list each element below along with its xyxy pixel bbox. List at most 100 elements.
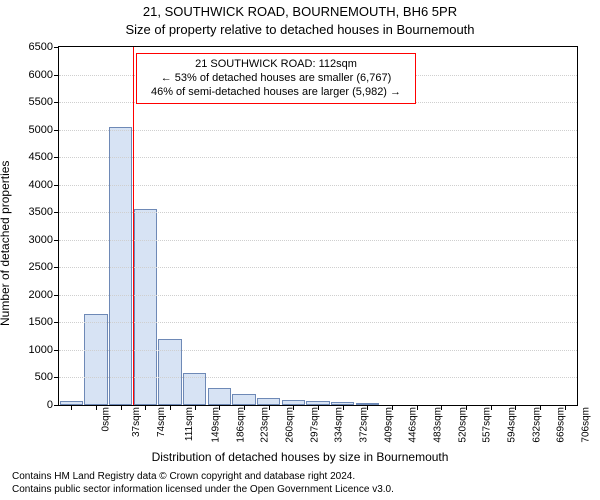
bar <box>134 209 157 405</box>
xtick-label: 483sqm <box>433 407 444 443</box>
bar <box>208 388 231 405</box>
ytick-mark <box>54 240 59 241</box>
ytick-label: 0 <box>47 399 53 411</box>
ytick-label: 1500 <box>29 316 53 328</box>
xtick-mark <box>515 405 516 410</box>
ytick-mark <box>54 295 59 296</box>
title-line2: Size of property relative to detached ho… <box>0 22 600 38</box>
ytick-mark <box>54 405 59 406</box>
ytick-label: 500 <box>35 371 53 383</box>
xtick-label: 149sqm <box>211 407 222 443</box>
gridline <box>59 130 577 131</box>
ytick-mark <box>54 185 59 186</box>
ytick-label: 5000 <box>29 124 53 136</box>
chart-container: 21, SOUTHWICK ROAD, BOURNEMOUTH, BH6 5PR… <box>0 0 600 500</box>
attribution-line1: Contains HM Land Registry data © Crown c… <box>12 471 394 484</box>
xtick-label: 260sqm <box>285 407 296 443</box>
xtick-label: 372sqm <box>359 407 370 443</box>
bar <box>232 394 255 405</box>
xtick-label: 669sqm <box>556 407 567 443</box>
ytick-mark <box>54 322 59 323</box>
xtick-mark <box>269 405 270 410</box>
xtick-mark <box>318 405 319 410</box>
xtick-label: 74sqm <box>156 407 167 437</box>
xtick-label: 409sqm <box>383 407 394 443</box>
ytick-mark <box>54 267 59 268</box>
attribution-line2: Contains public sector information licen… <box>12 484 394 497</box>
xtick-label: 632sqm <box>531 407 542 443</box>
gridline <box>59 267 577 268</box>
ytick-mark <box>54 47 59 48</box>
xtick-mark <box>244 405 245 410</box>
ytick-mark <box>54 130 59 131</box>
xtick-mark <box>540 405 541 410</box>
ytick-mark <box>54 102 59 103</box>
xtick-mark <box>441 405 442 410</box>
gridline <box>59 157 577 158</box>
xtick-mark <box>293 405 294 410</box>
xtick-label: 557sqm <box>482 407 493 443</box>
xtick-label: 446sqm <box>408 407 419 443</box>
xtick-mark <box>367 405 368 410</box>
xtick-mark <box>71 405 72 410</box>
reference-line <box>133 47 134 405</box>
xtick-label: 186sqm <box>235 407 246 443</box>
xtick-label: 297sqm <box>309 407 320 443</box>
ytick-mark <box>54 350 59 351</box>
xtick-label: 223sqm <box>260 407 271 443</box>
xtick-mark <box>565 405 566 410</box>
xtick-mark <box>145 405 146 410</box>
ytick-label: 6500 <box>29 41 53 53</box>
xtick-mark <box>96 405 97 410</box>
annotation-line: 46% of semi-detached houses are larger (… <box>145 86 407 100</box>
xtick-mark <box>195 405 196 410</box>
bar <box>84 314 107 405</box>
xtick-label: 594sqm <box>507 407 518 443</box>
xtick-mark <box>417 405 418 410</box>
xtick-label: 111sqm <box>184 407 195 441</box>
bar <box>109 127 132 405</box>
ytick-label: 1000 <box>29 344 53 356</box>
gridline <box>59 322 577 323</box>
gridline <box>59 350 577 351</box>
bar <box>257 398 280 405</box>
xtick-mark <box>343 405 344 410</box>
title-block: 21, SOUTHWICK ROAD, BOURNEMOUTH, BH6 5PR… <box>0 4 600 37</box>
bar <box>158 339 181 405</box>
xtick-label: 37sqm <box>131 407 142 437</box>
xtick-mark <box>170 405 171 410</box>
xtick-label: 706sqm <box>581 407 592 443</box>
ytick-label: 3500 <box>29 206 53 218</box>
ytick-mark <box>54 75 59 76</box>
xtick-label: 520sqm <box>457 407 468 443</box>
x-axis-label: Distribution of detached houses by size … <box>0 450 600 464</box>
y-axis-label: Number of detached properties <box>0 65 12 230</box>
ytick-mark <box>54 377 59 378</box>
xtick-label: 334sqm <box>334 407 345 443</box>
ytick-label: 6000 <box>29 69 53 81</box>
annotation-box: 21 SOUTHWICK ROAD: 112sqm← 53% of detach… <box>136 53 416 104</box>
title-line1: 21, SOUTHWICK ROAD, BOURNEMOUTH, BH6 5PR <box>0 4 600 20</box>
annotation-line: 21 SOUTHWICK ROAD: 112sqm <box>145 58 407 72</box>
ytick-label: 4500 <box>29 151 53 163</box>
plot-area: 0500100015002000250030003500400045005000… <box>58 46 578 406</box>
ytick-mark <box>54 157 59 158</box>
annotation-line: ← 53% of detached houses are smaller (6,… <box>145 72 407 86</box>
attribution: Contains HM Land Registry data © Crown c… <box>12 471 394 496</box>
ytick-label: 4000 <box>29 179 53 191</box>
gridline <box>59 377 577 378</box>
ytick-mark <box>54 212 59 213</box>
xtick-mark <box>491 405 492 410</box>
gridline <box>59 240 577 241</box>
ytick-label: 2000 <box>29 289 53 301</box>
xtick-mark <box>392 405 393 410</box>
xtick-mark <box>219 405 220 410</box>
xtick-mark <box>121 405 122 410</box>
xtick-mark <box>466 405 467 410</box>
gridline <box>59 212 577 213</box>
ytick-label: 2500 <box>29 261 53 273</box>
gridline <box>59 185 577 186</box>
ytick-label: 5500 <box>29 96 53 108</box>
ytick-label: 3000 <box>29 234 53 246</box>
xtick-label: 0sqm <box>101 407 112 431</box>
